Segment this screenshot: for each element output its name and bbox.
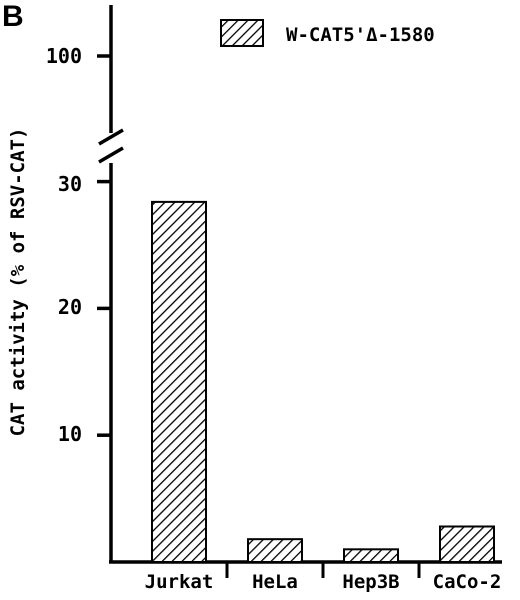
y-tick-label-20: 20 bbox=[58, 295, 82, 319]
x-tick-label-hela: HeLa bbox=[252, 571, 298, 593]
y-tick-label-10: 10 bbox=[58, 422, 82, 446]
axis-break-marks bbox=[98, 128, 124, 164]
bar-hep3b bbox=[343, 548, 399, 564]
legend-swatch bbox=[220, 19, 264, 47]
y-tick-label-100: 100 bbox=[46, 44, 82, 68]
x-tick-label-hep3b: Hep3B bbox=[342, 571, 399, 593]
legend-label: W-CAT5'Δ-1580 bbox=[286, 24, 435, 46]
x-tick-label-caco-2: CaCo-2 bbox=[433, 571, 502, 593]
y-tick-label-30: 30 bbox=[58, 172, 82, 196]
bar-caco-2 bbox=[439, 525, 495, 563]
bar-hela bbox=[247, 538, 303, 564]
bar-jurkat bbox=[151, 200, 207, 563]
panel-label: B bbox=[2, 0, 24, 33]
y-axis-title: CAT activity (% of RSV-CAT) bbox=[7, 128, 29, 437]
x-tick-label-jurkat: Jurkat bbox=[145, 571, 214, 593]
